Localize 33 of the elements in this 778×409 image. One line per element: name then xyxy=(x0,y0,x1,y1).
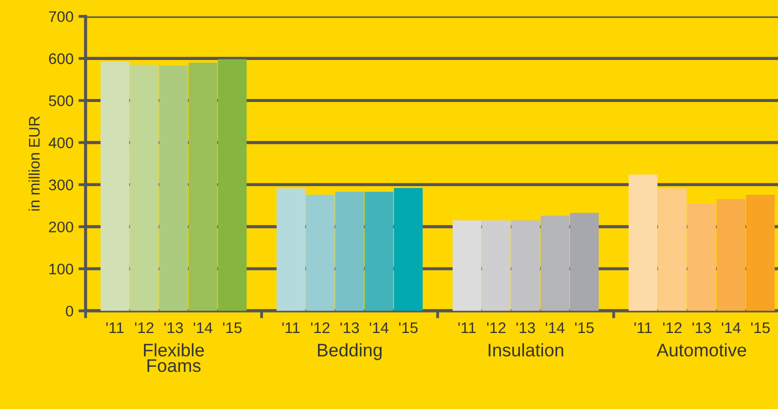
x-tick-label: '13 xyxy=(340,322,359,334)
y-tick-label: 700 xyxy=(49,11,74,22)
x-tick-label: '13 xyxy=(516,322,535,334)
x-tick-label: '11 xyxy=(458,322,476,334)
x-tick-label: '13 xyxy=(164,322,183,334)
x-tick-label: '15 xyxy=(399,322,418,334)
x-tick-label: '14 xyxy=(722,322,741,334)
y-tick-label: 200 xyxy=(49,222,74,232)
x-tick-label: '11 xyxy=(282,322,300,334)
x-tick-label: '14 xyxy=(370,322,388,334)
y-tick-label: 500 xyxy=(48,95,74,106)
y-tick-label: 0 xyxy=(66,306,74,317)
x-tick-label: '12 xyxy=(663,322,682,334)
x-tick-label: '12 xyxy=(135,322,154,334)
x-tick-label: '11 xyxy=(634,322,652,334)
y-tick-label: 100 xyxy=(49,264,74,274)
x-tick-label: '15 xyxy=(575,322,594,334)
y-tick-label: 400 xyxy=(48,137,74,148)
x-tick-label: '14 xyxy=(546,322,565,334)
x-tick-label: '14 xyxy=(194,322,212,334)
x-tick-label: '12 xyxy=(487,322,506,334)
text: Insulation xyxy=(488,343,564,356)
y-tick-label: 600 xyxy=(49,53,74,64)
y-tick-label: 300 xyxy=(48,180,74,190)
x-tick-label: '12 xyxy=(311,322,330,334)
x-tick-label: '11 xyxy=(106,322,124,334)
x-tick-label: '15 xyxy=(751,322,770,334)
text: Flexible Foams xyxy=(144,343,204,372)
x-tick-label: '13 xyxy=(692,322,711,334)
text: Automotive xyxy=(656,343,746,356)
y-axis-title: in million EUR xyxy=(28,116,40,211)
text: Bedding xyxy=(318,343,382,360)
x-tick-label: '15 xyxy=(223,322,242,334)
